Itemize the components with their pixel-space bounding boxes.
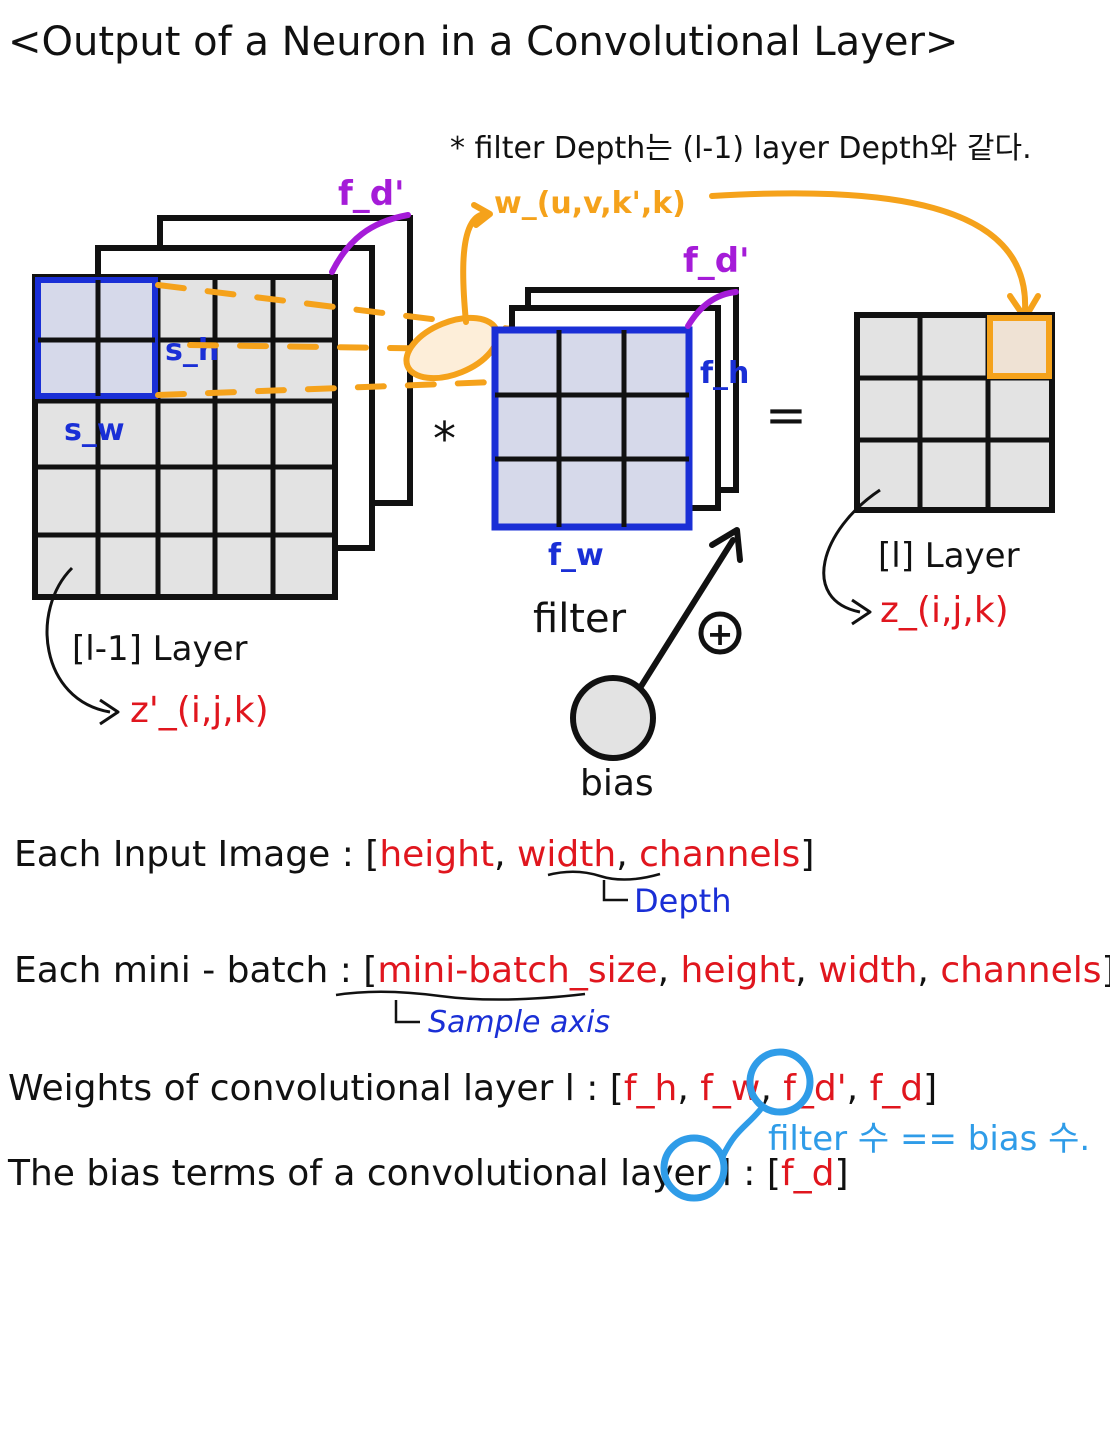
filter-depth-note: * filter Depth는 (l-1) layer Depth와 같다. [450,131,1032,166]
filter-caption: filter [533,596,627,642]
plus-sign: + [707,615,734,653]
weight-to-output-arrow [709,190,1029,313]
convolution-operator: * [433,412,456,466]
input-layer-stack [32,212,413,600]
cur-layer-arrowhead [851,598,872,626]
bias-fd-highlight [660,1134,728,1202]
cur-layer-arrow [822,488,881,614]
mini-batch-line: Each mini - batch : [mini-batch_size, he… [14,950,1110,991]
weight-label: w_(u,v,k',k) [494,186,686,221]
prev-layer-label: [l-1] Layer [72,629,248,669]
stride-height-label: s_h [165,333,219,368]
channels-depth-note: Depth [634,882,731,920]
weights-line: Weights of convolutional layer l : [f_h,… [8,1068,937,1109]
equals-sign: = [765,386,807,444]
cur-layer-label: [l] Layer [878,536,1020,576]
page-title: <Output of a Neuron in a Convolutional L… [8,19,958,65]
stride-width-label: s_w [64,413,125,448]
channels-underline [547,870,661,881]
fd-link-line [719,1107,763,1161]
filter-depth-label: f_d' [683,241,750,281]
prev-layer-arrowhead [99,698,120,726]
weights-fd-highlight [746,1048,814,1116]
filter-stack [491,287,739,531]
batch-sample-arrow [394,1000,420,1024]
input-depth-label: f_d' [338,174,405,214]
input-image-line: Each Input Image : [height, width, chann… [14,834,814,875]
output-neuron-cell [987,315,1052,379]
batch-size-underline [335,990,586,1001]
bias-caption: bias [580,763,654,804]
channels-depth-arrow [602,880,628,902]
bias-node [570,675,656,761]
filter-front-grid [491,326,693,531]
bias-arrowhead [709,527,743,563]
prev-layer-output: z'_(i,j,k) [130,690,269,731]
input-depth-bracket [329,212,411,275]
filter-bias-count-note: filter 수 == bias 수. [768,1119,1090,1159]
output-grid [854,312,1055,513]
sample-axis-note: Sample axis [428,1005,610,1040]
cur-layer-output: z_(i,j,k) [880,590,1009,631]
weight-arrow-up [460,211,489,325]
prev-layer-arrow [45,566,111,714]
filter-width-label: f_w [548,538,604,573]
filter-depth-bracket [685,289,739,329]
bias-arrow [637,537,736,691]
weight-arrowhead-up [471,202,493,228]
filter-height-label: f_h [700,356,749,391]
bias-terms-line: The bias terms of a convolutional layer … [7,1153,849,1194]
receptive-field-highlight [35,277,158,399]
plus-circle-icon [698,611,742,655]
